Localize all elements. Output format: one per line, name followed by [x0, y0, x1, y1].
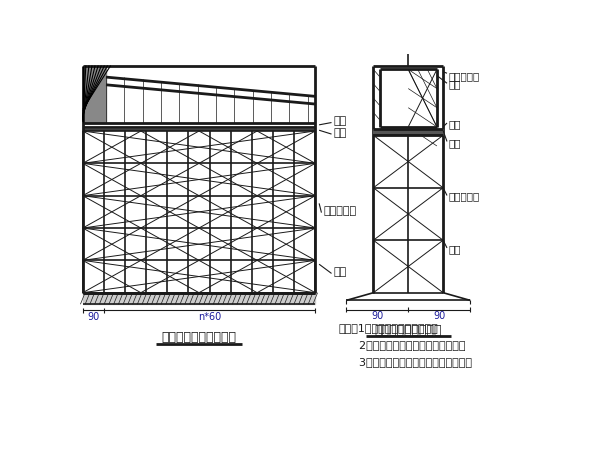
Text: 叠梁施工文架立面图: 叠梁施工文架立面图 [374, 324, 442, 337]
Text: 90: 90 [371, 311, 383, 321]
Text: 说明：1、本图尺寸均以厘米计。: 说明：1、本图尺寸均以厘米计。 [338, 324, 438, 333]
Text: 安全防护网: 安全防护网 [449, 71, 480, 81]
Text: 叠梁施工文架横断面图: 叠梁施工文架横断面图 [161, 331, 236, 344]
Text: 侧模: 侧模 [449, 79, 461, 90]
Text: 横梁: 横梁 [449, 119, 461, 129]
Text: 纵梁: 纵梁 [449, 139, 461, 148]
Text: 90: 90 [87, 312, 100, 322]
Text: 碗扣式支架: 碗扣式支架 [323, 206, 356, 216]
Text: 3、支架高度根据墩柱高度进行调整。: 3、支架高度根据墩柱高度进行调整。 [338, 357, 473, 367]
Text: 横梁: 横梁 [333, 116, 346, 126]
Polygon shape [83, 292, 315, 304]
Text: 纵梁: 纵梁 [333, 127, 346, 138]
Text: n*60: n*60 [198, 312, 221, 322]
Polygon shape [373, 129, 443, 135]
Text: 90: 90 [433, 311, 445, 321]
Polygon shape [83, 66, 106, 123]
Text: 墩柱: 墩柱 [449, 244, 461, 254]
Text: 2、支架底都坐在处理好的地基上。: 2、支架底都坐在处理好的地基上。 [338, 341, 466, 351]
Text: 墩柱: 墩柱 [333, 267, 346, 277]
Text: 碗扣式支架: 碗扣式支架 [449, 192, 480, 202]
